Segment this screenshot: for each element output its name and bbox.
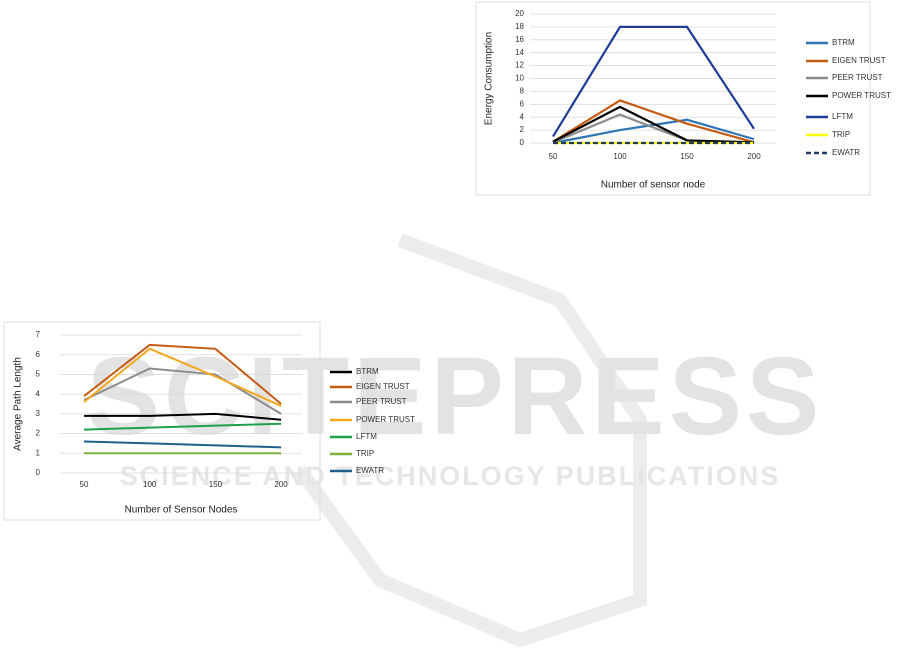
- y-tick-label: 8: [520, 87, 525, 96]
- x-tick-label: 100: [143, 480, 157, 489]
- x-tick-label: 150: [209, 480, 223, 489]
- legend-label: EWATR: [356, 466, 384, 475]
- y-tick-label: 6: [36, 350, 41, 359]
- chart-frame: [475, 1, 871, 196]
- chart: 0 2 4 6 8 10 12 14 16 18 20 50 100 150 200 Energy Consu…: [484, 9, 891, 191]
- legend-label: LFTM: [356, 432, 377, 441]
- legend-label: BTRM: [356, 367, 379, 376]
- watermark-title: SCITEPRESS: [87, 335, 824, 458]
- legend-label: PEER TRUST: [832, 73, 883, 82]
- legend-label: TRIP: [356, 449, 374, 458]
- series-line: [84, 412, 282, 421]
- watermark: SCITEPRESS SCIENCE AND TECHNOLOGY PUBLIC…: [87, 233, 824, 648]
- x-tick-label: 150: [680, 152, 694, 161]
- legend-label: PEER TRUST: [356, 397, 407, 406]
- y-tick-label: 4: [520, 112, 525, 121]
- legend-label: POWER TRUST: [356, 415, 415, 424]
- y-tick-label: 2: [520, 125, 525, 134]
- chart: 0 1 2 3 4 5 6 7 50 100 150 200 Average Path Length Nu…: [13, 330, 415, 516]
- y-tick-label: 12: [515, 61, 524, 70]
- x-axis-title: Number of sensor node: [601, 180, 706, 191]
- legend-label: EIGEN TRUST: [832, 56, 886, 65]
- y-tick-label: 10: [515, 74, 524, 83]
- y-tick-label: 5: [36, 370, 41, 379]
- series-line: [552, 25, 755, 138]
- y-tick-label: 1: [36, 448, 41, 457]
- series-line: [552, 99, 755, 144]
- series-line: [552, 105, 755, 144]
- y-tick-label: 2: [36, 429, 41, 438]
- legend-label: POWER TRUST: [832, 91, 891, 100]
- y-tick-label: 4: [36, 389, 41, 398]
- legend-label: LFTM: [832, 112, 853, 121]
- y-tick-label: 0: [36, 468, 41, 477]
- x-tick-label: 200: [274, 480, 288, 489]
- y-tick-label: 14: [515, 48, 524, 57]
- x-tick-label: 200: [747, 152, 761, 161]
- watermark-logo: [294, 233, 647, 648]
- y-tick-label: 16: [515, 35, 524, 44]
- legend-label: BTRM: [832, 38, 855, 47]
- series-line: [83, 422, 282, 431]
- y-tick-label: 3: [36, 409, 41, 418]
- y-axis-title: Energy Consumption: [484, 32, 495, 125]
- x-tick-label: 50: [549, 152, 558, 161]
- legend-label: TRIP: [832, 130, 850, 139]
- y-tick-label: 7: [36, 330, 41, 339]
- x-tick-label: 50: [80, 480, 89, 489]
- y-tick-label: 0: [520, 138, 525, 147]
- y-tick-label: 18: [515, 22, 524, 31]
- y-tick-label: 20: [515, 9, 524, 18]
- x-tick-label: 100: [613, 152, 627, 161]
- series-line: [83, 440, 282, 449]
- series-line: [83, 367, 282, 415]
- x-axis-title: Number of Sensor Nodes: [125, 505, 238, 516]
- y-tick-label: 6: [520, 99, 525, 108]
- chart-frame: [3, 321, 321, 521]
- series-line: [83, 343, 282, 405]
- series-line: [83, 347, 282, 407]
- y-axis-title: Average Path Length: [13, 357, 24, 451]
- legend-label: EIGEN TRUST: [356, 382, 410, 391]
- watermark-subtitle: SCIENCE AND TECHNOLOGY PUBLICATIONS: [120, 461, 781, 491]
- series-line: [552, 118, 755, 145]
- legend-label: EWATR: [832, 148, 860, 157]
